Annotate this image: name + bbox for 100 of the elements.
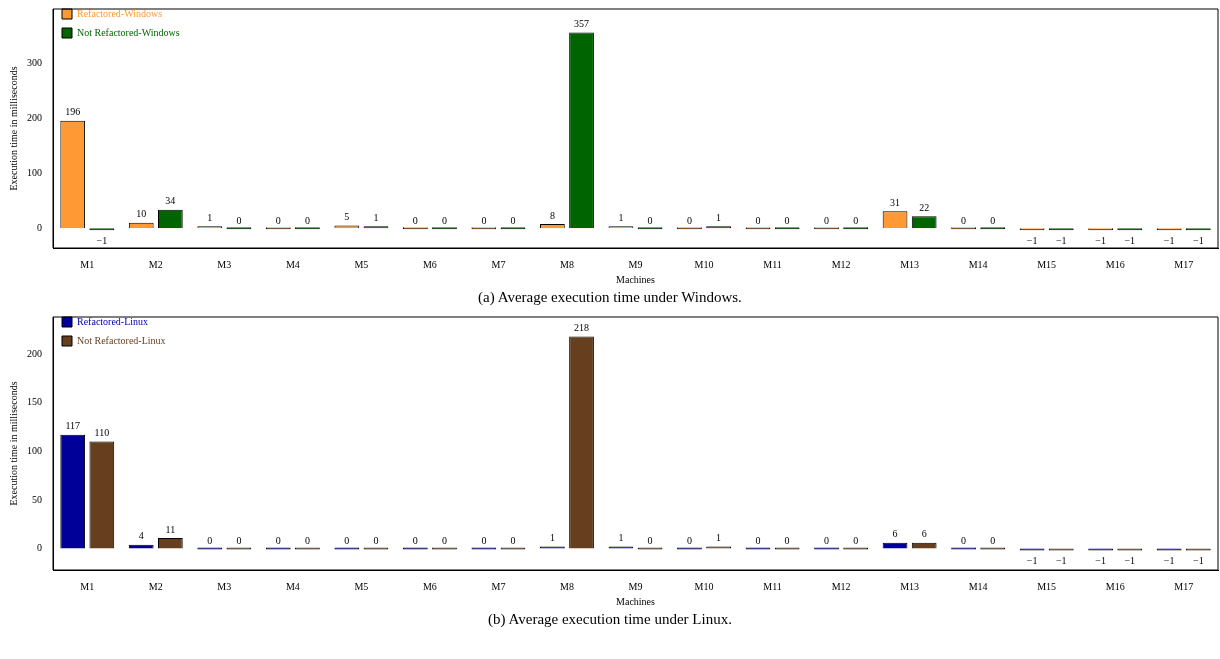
data-label: 0: [784, 214, 790, 226]
data-label: 0: [853, 535, 859, 547]
x-tick-label: M12: [831, 258, 851, 270]
x-tick-label: M6: [422, 258, 437, 270]
data-label: 117: [65, 420, 81, 432]
text: (b) Average execution time under Linux.: [487, 610, 733, 629]
x-tick-label: M11: [763, 580, 782, 592]
data-label: −1: [96, 234, 108, 246]
data-label: 6: [921, 528, 927, 540]
data-label: 8: [549, 209, 555, 221]
data-label: 5: [344, 211, 350, 223]
x-tick-label: M14: [968, 258, 988, 270]
data-label: −1: [1163, 555, 1175, 567]
data-label: 0: [304, 214, 310, 226]
data-label: −1: [1055, 555, 1067, 567]
data-label: 0: [441, 535, 447, 547]
x-tick-label: M15: [1037, 258, 1057, 270]
legend-label: Refactored-Linux: [77, 315, 149, 327]
x-tick-label: M12: [831, 580, 851, 592]
data-label: 1: [549, 532, 555, 544]
y-tick-label: 200: [27, 112, 42, 124]
x-tick-label: M9: [628, 580, 643, 592]
data-label: 0: [373, 535, 379, 547]
data-label: 0: [510, 535, 516, 547]
x-tick-label: M2: [148, 258, 163, 270]
data-label: −1: [1055, 234, 1067, 246]
text: (a) Average execution time under Windows.: [477, 288, 743, 307]
data-label: 196: [65, 106, 81, 118]
x-tick-label: M6: [422, 580, 437, 592]
legend-label: Not Refactored-Windows: [77, 26, 180, 38]
data-label: −1: [1095, 555, 1106, 567]
y-tick-label: 200: [27, 347, 42, 359]
data-label: 0: [824, 214, 830, 226]
data-label: 1: [618, 532, 624, 544]
data-label: 0: [207, 535, 213, 547]
data-label: 0: [961, 214, 967, 226]
x-tick-label: M13: [900, 580, 920, 592]
x-tick-label: M5: [354, 580, 369, 592]
x-tick-label: M3: [217, 580, 232, 592]
y-tick-label: 300: [27, 57, 42, 69]
x-tick-label: M7: [491, 258, 506, 270]
y-tick-label: 0: [37, 542, 42, 554]
data-label: −1: [1026, 555, 1038, 567]
data-label: 0: [755, 214, 761, 226]
x-axis-title: Machines: [616, 273, 656, 285]
data-label: 218: [574, 322, 590, 334]
x-tick-label: M11: [763, 258, 782, 270]
x-axis-title: Machines: [616, 595, 656, 607]
x-tick-label: M8: [560, 580, 574, 592]
data-label: 0: [236, 214, 242, 226]
x-tick-label: M4: [285, 258, 300, 270]
data-label: −1: [1026, 234, 1038, 246]
data-label: 0: [853, 214, 859, 226]
data-label: 34: [165, 195, 176, 207]
x-tick-label: M1: [80, 580, 95, 592]
x-tick-label: M13: [900, 258, 920, 270]
data-label: 1: [716, 211, 722, 223]
data-label: 0: [275, 535, 281, 547]
x-tick-label: M17: [1174, 258, 1194, 270]
data-label: 0: [990, 214, 996, 226]
data-label: 10: [136, 208, 147, 220]
x-tick-label: M7: [491, 580, 506, 592]
y-axis-title: Execution time in milliseconds: [7, 66, 19, 191]
data-label: 357: [574, 18, 590, 30]
data-label: 4: [138, 530, 144, 542]
y-tick-label: 100: [27, 444, 42, 456]
data-label: 1: [716, 532, 722, 544]
data-label: −1: [1192, 234, 1204, 246]
y-tick-label: 50: [32, 493, 42, 505]
data-label: 31: [890, 196, 901, 208]
data-label: 0: [686, 214, 692, 226]
data-label: −1: [1095, 234, 1106, 246]
data-label: −1: [1192, 555, 1204, 567]
data-label: 0: [686, 535, 692, 547]
data-label: 0: [961, 535, 967, 547]
y-tick-label: 100: [27, 167, 42, 179]
data-label: 0: [304, 535, 310, 547]
data-label: 0: [481, 535, 487, 547]
data-label: 110: [94, 427, 110, 439]
x-tick-label: M15: [1037, 580, 1057, 592]
x-tick-label: M17: [1174, 580, 1194, 592]
data-label: −1: [1124, 555, 1136, 567]
data-label: 0: [412, 214, 418, 226]
data-label: 0: [236, 535, 242, 547]
data-label: 1: [373, 211, 379, 223]
legend-label: Refactored-Windows: [77, 7, 163, 19]
y-tick-label: 0: [37, 221, 42, 233]
x-tick-label: M10: [694, 258, 714, 270]
data-label: 0: [647, 214, 653, 226]
data-label: 0: [344, 535, 350, 547]
x-tick-label: M10: [694, 580, 714, 592]
x-tick-label: M1: [80, 258, 95, 270]
data-label: 0: [824, 535, 830, 547]
data-label: −1: [1124, 234, 1136, 246]
data-label: 0: [784, 535, 790, 547]
data-label: 6: [892, 528, 898, 540]
x-tick-label: M16: [1105, 580, 1125, 592]
x-tick-label: M3: [217, 258, 232, 270]
data-label: 0: [647, 535, 653, 547]
x-tick-label: M4: [285, 580, 300, 592]
